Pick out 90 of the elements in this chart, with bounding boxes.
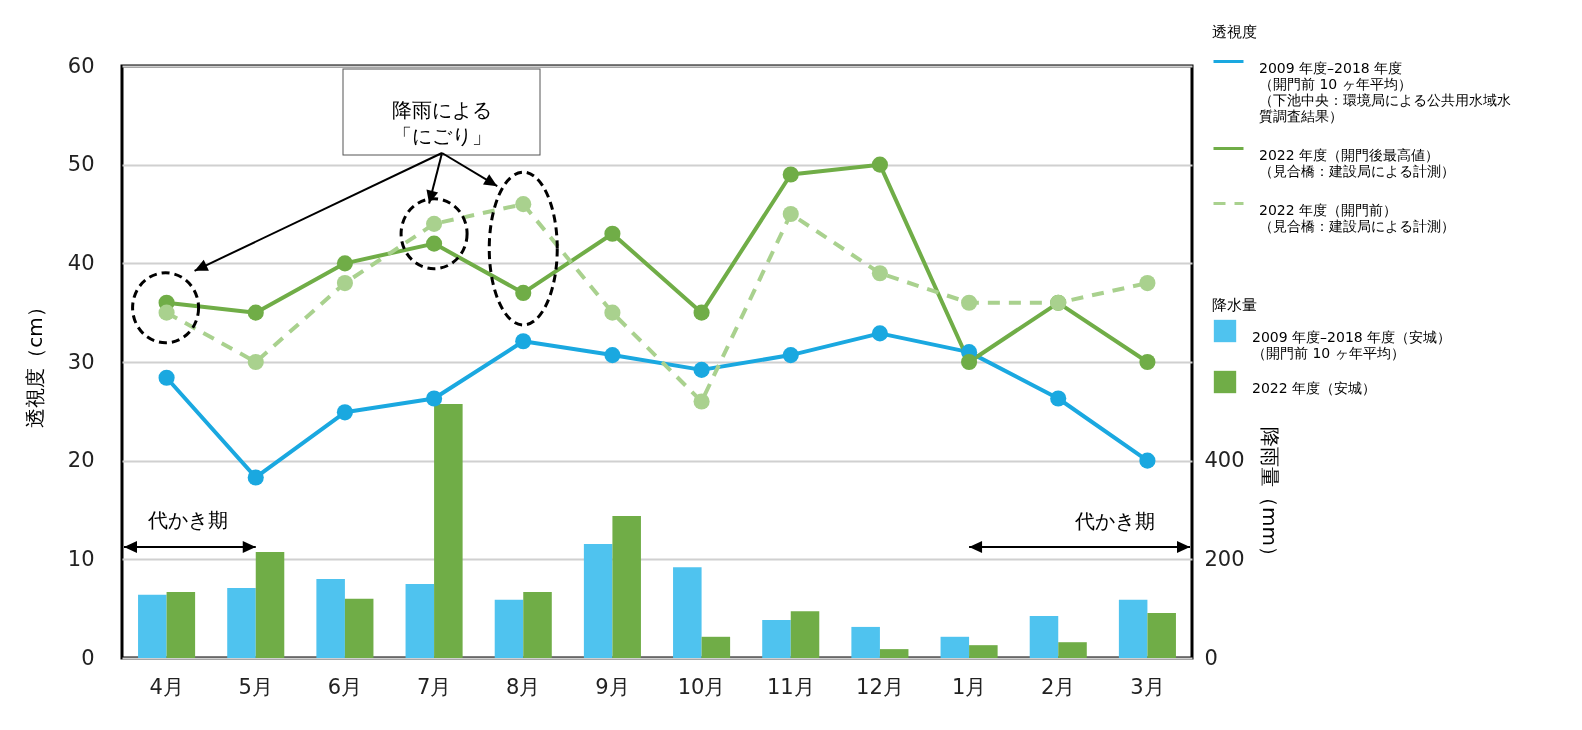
bar xyxy=(494,599,524,658)
annotation: 降雨による「にごり」 xyxy=(392,98,492,148)
point xyxy=(336,275,353,292)
annotation: 代かき期 xyxy=(1074,509,1155,533)
bar xyxy=(673,567,702,658)
x-tick-label: 2月 xyxy=(1041,674,1076,699)
x-tick-label: 9月 xyxy=(595,674,630,699)
point xyxy=(871,325,888,342)
point xyxy=(158,304,175,321)
point xyxy=(961,294,978,311)
y-tick-label: 60 xyxy=(67,53,95,78)
bar xyxy=(790,611,820,658)
bar xyxy=(166,591,196,658)
bar xyxy=(701,636,731,658)
point xyxy=(515,196,532,213)
y-tick-label: 30 xyxy=(67,349,95,374)
point xyxy=(426,390,443,407)
point xyxy=(604,347,621,364)
point xyxy=(604,225,621,242)
point xyxy=(693,393,710,410)
bar xyxy=(138,594,167,658)
bar xyxy=(434,403,463,658)
bar xyxy=(1058,642,1087,658)
x-tick-label: 12月 xyxy=(856,674,904,699)
bar xyxy=(255,551,285,658)
point xyxy=(426,235,443,252)
x-tick-label: 1月 xyxy=(951,674,987,699)
y-axis-title: 透視度（cm） xyxy=(22,297,47,428)
point xyxy=(158,369,175,386)
bar xyxy=(612,515,641,658)
y-tick-label: 40 xyxy=(67,250,95,275)
bar xyxy=(344,598,374,658)
point xyxy=(247,304,264,321)
x-tick-label: 8月 xyxy=(506,674,541,699)
point xyxy=(247,353,264,371)
bar xyxy=(851,626,880,658)
point xyxy=(1139,353,1156,371)
y-tick-label: 0 xyxy=(81,645,95,670)
x-tick-label: 11月 xyxy=(766,674,815,699)
text: 透視度 xyxy=(1212,23,1257,41)
bar xyxy=(969,645,998,658)
bar xyxy=(227,587,256,658)
x-tick-label: 3月 xyxy=(1130,674,1165,699)
bar xyxy=(316,579,345,658)
y2-axis-title: 降雨量（mm） xyxy=(1257,427,1282,566)
bar xyxy=(940,636,970,658)
point xyxy=(782,347,799,364)
legend-label: 2022 年度（安城） xyxy=(1252,380,1377,396)
bar xyxy=(1147,613,1176,658)
point xyxy=(1139,452,1156,469)
x-tick-label: 10月 xyxy=(677,674,726,699)
bar xyxy=(1029,616,1059,658)
point xyxy=(426,215,443,232)
text: 降水量 xyxy=(1212,296,1257,314)
point xyxy=(515,284,532,301)
point xyxy=(247,469,264,486)
point xyxy=(1139,275,1156,292)
x-tick-label: 5月 xyxy=(238,674,273,699)
annotation: 代かき期 xyxy=(147,508,228,532)
point xyxy=(782,166,799,183)
bar xyxy=(762,620,791,658)
legend-label: 2009 年度–2018 年度（安城）（開門前 10 ヶ年平均） xyxy=(1252,329,1452,361)
point xyxy=(336,255,353,272)
x-tick-label: 4月 xyxy=(149,674,184,699)
point xyxy=(1050,390,1067,407)
point xyxy=(336,404,353,421)
x-tick-label: 6月 xyxy=(327,674,363,699)
point xyxy=(693,361,710,378)
y-tick-label: 50 xyxy=(67,152,95,177)
point xyxy=(515,333,532,350)
point xyxy=(871,265,888,282)
bar xyxy=(583,544,613,658)
y2-tick-label: 400 xyxy=(1204,448,1245,473)
y-tick-label: 10 xyxy=(67,546,95,571)
bar xyxy=(879,649,909,658)
y2-tick-label: 0 xyxy=(1204,645,1218,670)
legend-label: 2022 年度（開門前）（見合橋：建設局による計測） xyxy=(1259,201,1455,234)
point xyxy=(782,205,799,223)
point xyxy=(961,353,978,371)
bar xyxy=(523,591,552,658)
point xyxy=(693,304,710,321)
point xyxy=(604,304,621,321)
point xyxy=(871,156,888,173)
legend-label: 2009 年度–2018 年度（開門前 10 ヶ年平均）（下池中央：環境局による公共用水域水質調査結果） xyxy=(1259,59,1511,124)
x-tick-label: 7月 xyxy=(416,674,452,699)
legend-label: 2022 年度（開門後最高値）（見合橋：建設局による計測） xyxy=(1259,146,1455,179)
y-tick-label: 20 xyxy=(67,448,95,473)
y2-tick-label: 200 xyxy=(1204,546,1245,571)
bar xyxy=(1118,599,1148,658)
bar xyxy=(405,584,435,658)
